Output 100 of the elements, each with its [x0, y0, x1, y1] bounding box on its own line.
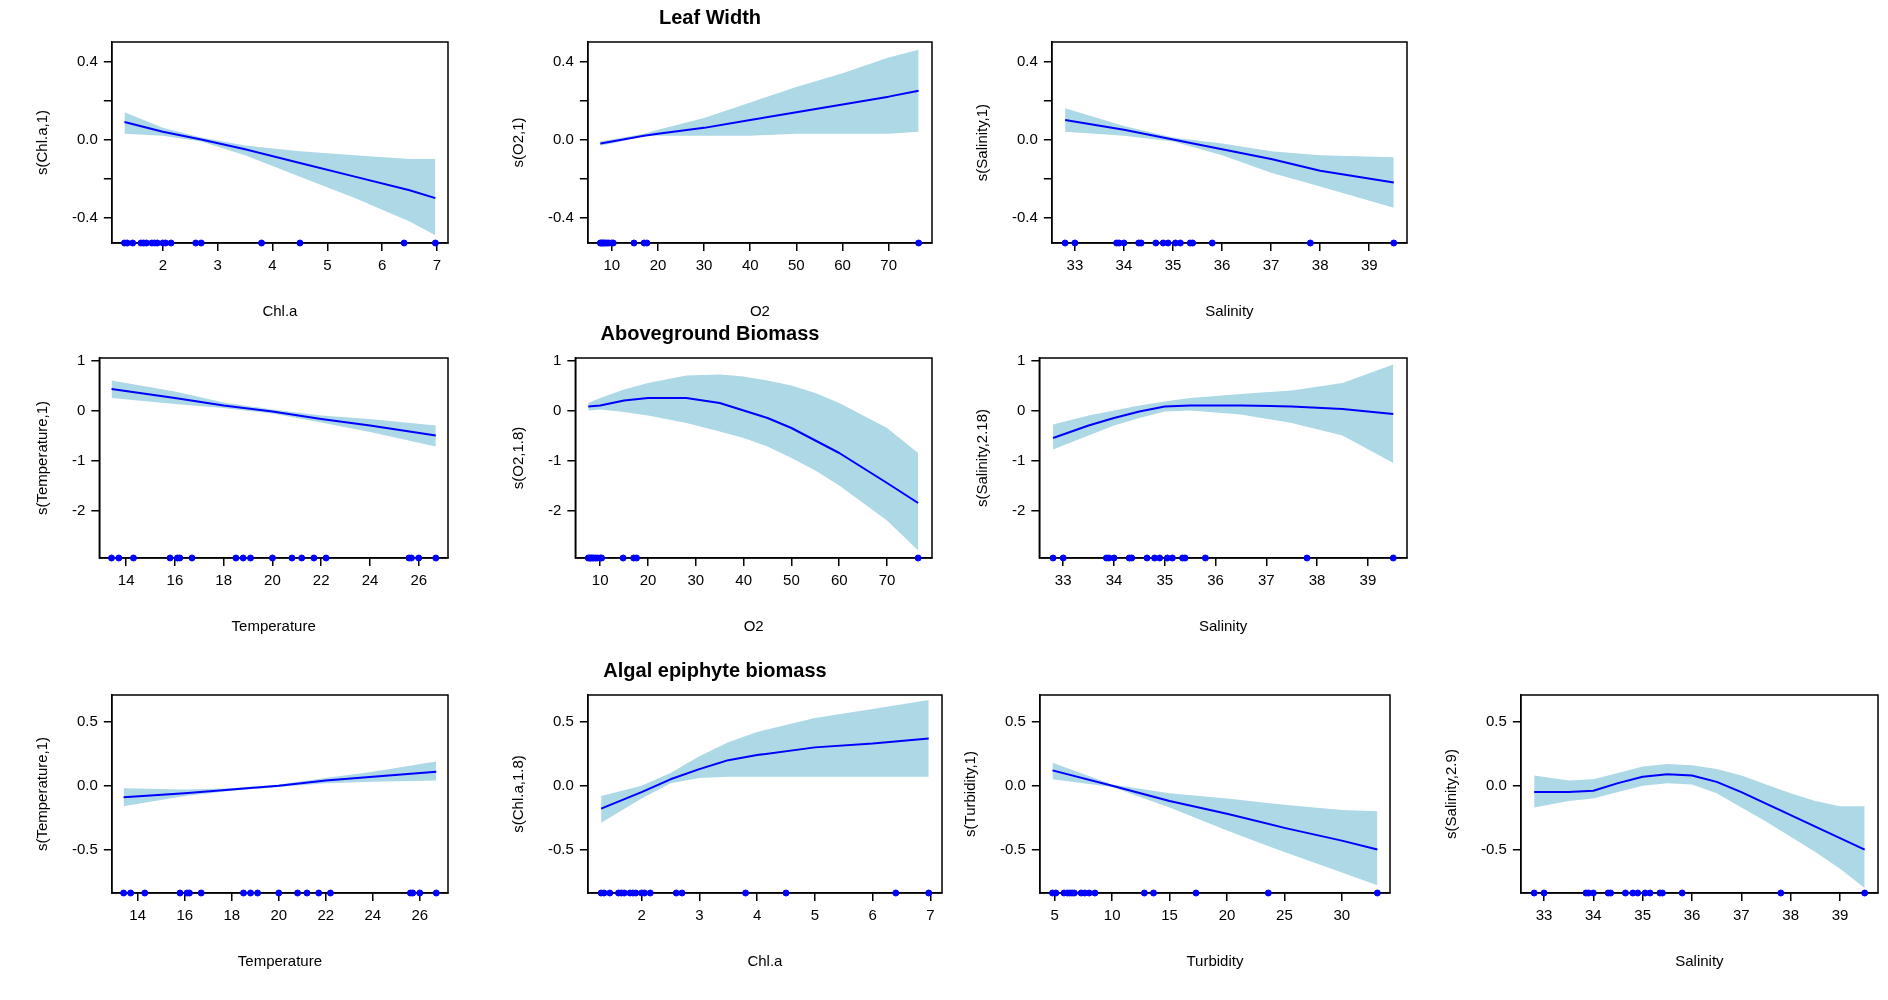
- x-axis-title: O2: [749, 302, 770, 320]
- x-tick-label: 7: [432, 256, 442, 274]
- y-axis-title: s(Temperature,1): [33, 736, 51, 852]
- x-tick-label: 70: [880, 256, 897, 274]
- x-tick-label: 18: [223, 906, 241, 924]
- y-tick-label: 1: [552, 350, 562, 368]
- x-tick-label: 30: [1333, 906, 1351, 924]
- x-tick-label: 40: [741, 256, 759, 274]
- x-tick-label: 37: [1257, 571, 1275, 589]
- y-axis-title: s(Chl.a,1): [33, 109, 51, 176]
- x-axis-title: Salinity: [1675, 952, 1725, 970]
- x-tick-label: 24: [364, 906, 382, 924]
- x-tick-label: 25: [1276, 906, 1293, 924]
- y-tick-label: -0.4: [1011, 207, 1038, 225]
- x-tick-label: 70: [878, 571, 896, 589]
- x-tick-label: 34: [1115, 256, 1133, 274]
- y-tick-label: 0: [76, 400, 86, 418]
- chart-title: Leaf Width: [658, 5, 762, 28]
- y-tick-label: -2: [71, 500, 86, 518]
- x-tick-label: 39: [1360, 256, 1378, 274]
- chart-title: Algal epiphyte biomass: [603, 658, 827, 681]
- x-tick-label: 4: [752, 906, 762, 924]
- y-axis-title: s(O2,1.8): [509, 426, 527, 490]
- x-tick-label: 60: [834, 256, 851, 274]
- x-tick-label: 20: [270, 906, 288, 924]
- x-axis-title: Temperature: [237, 952, 323, 970]
- x-tick-label: 36: [1683, 906, 1701, 924]
- y-tick-label: 0.5: [552, 711, 574, 729]
- x-tick-label: 7: [926, 906, 935, 924]
- x-tick-label: 4: [268, 256, 277, 274]
- x-tick-label: 34: [1105, 571, 1123, 589]
- y-tick-label: 0.0: [1485, 775, 1507, 793]
- x-tick-label: 5: [1050, 906, 1059, 924]
- x-tick-label: 15: [1161, 906, 1178, 924]
- y-tick-label: 0.5: [1485, 711, 1507, 729]
- y-tick-label: 0: [552, 400, 562, 418]
- x-tick-label: 22: [317, 906, 335, 924]
- x-tick-label: 20: [1218, 906, 1236, 924]
- x-tick-label: 50: [783, 571, 800, 589]
- y-tick-label: 0.4: [1016, 51, 1038, 69]
- y-tick-label: 0.0: [1016, 129, 1038, 147]
- y-tick-label: 0: [1016, 400, 1026, 418]
- y-tick-label: -0.5: [71, 839, 98, 857]
- x-axis-title: Chl.a: [262, 302, 299, 320]
- x-tick-label: 10: [1103, 906, 1121, 924]
- y-tick-label: -0.5: [1480, 839, 1507, 857]
- x-tick-label: 39: [1359, 571, 1377, 589]
- x-tick-label: 35: [1156, 571, 1174, 589]
- x-tick-label: 20: [649, 256, 667, 274]
- y-tick-label: 0.0: [76, 775, 98, 793]
- y-tick-label: 0.0: [552, 129, 574, 147]
- x-tick-label: 26: [410, 571, 428, 589]
- x-tick-label: 38: [1308, 571, 1326, 589]
- y-tick-label: -1: [1011, 450, 1026, 468]
- y-tick-label: 1: [76, 350, 86, 368]
- x-tick-label: 40: [735, 571, 752, 589]
- y-axis-title: s(Salinity,2.9): [1442, 749, 1460, 839]
- x-tick-label: 50: [788, 256, 805, 274]
- x-axis-title: Salinity: [1205, 302, 1255, 320]
- x-tick-label: 14: [129, 906, 147, 924]
- x-tick-label: 35: [1164, 256, 1182, 274]
- x-tick-label: 10: [603, 256, 621, 274]
- x-tick-label: 10: [591, 571, 609, 589]
- x-tick-label: 36: [1213, 256, 1231, 274]
- x-tick-label: 16: [176, 906, 194, 924]
- y-axis-title: s(Salinity,1): [973, 103, 991, 182]
- x-axis-title: Turbidity: [1186, 952, 1244, 970]
- x-tick-label: 16: [166, 571, 184, 589]
- x-tick-label: 5: [323, 256, 332, 274]
- x-tick-label: 3: [213, 256, 222, 274]
- x-tick-label: 5: [810, 906, 820, 924]
- x-tick-label: 33: [1066, 256, 1084, 274]
- y-tick-label: 0.0: [76, 129, 98, 147]
- x-tick-label: 38: [1782, 906, 1800, 924]
- y-tick-label: 1: [1016, 350, 1026, 368]
- x-tick-label: 3: [695, 906, 704, 924]
- x-tick-label: 2: [158, 256, 168, 274]
- x-tick-label: 14: [117, 571, 135, 589]
- y-tick-label: 0.4: [552, 51, 574, 69]
- y-axis-title: s(Turbidity,1): [961, 751, 979, 837]
- y-tick-label: 0.5: [76, 711, 98, 729]
- y-tick-label: -1: [547, 450, 562, 468]
- y-axis-title: s(Chl.a,1.8): [509, 755, 527, 833]
- x-axis-title: Temperature: [231, 617, 316, 635]
- x-tick-label: 26: [411, 906, 429, 924]
- x-tick-label: 2: [637, 906, 646, 924]
- chart-title: Aboveground Biomass: [600, 321, 820, 344]
- y-tick-label: -0.4: [71, 207, 98, 225]
- x-tick-label: 22: [312, 571, 330, 589]
- x-tick-label: 24: [361, 571, 379, 589]
- x-tick-label: 34: [1585, 906, 1602, 924]
- x-tick-label: 37: [1262, 256, 1280, 274]
- x-tick-label: 36: [1207, 571, 1224, 589]
- y-tick-label: -2: [547, 500, 562, 518]
- y-tick-label: 0.5: [1004, 711, 1026, 729]
- y-tick-label: 0.4: [76, 51, 98, 69]
- x-tick-label: 30: [687, 571, 705, 589]
- y-axis-title: s(Temperature,1): [33, 400, 51, 516]
- x-axis-title: O2: [743, 617, 764, 635]
- x-axis-title: Salinity: [1198, 617, 1248, 635]
